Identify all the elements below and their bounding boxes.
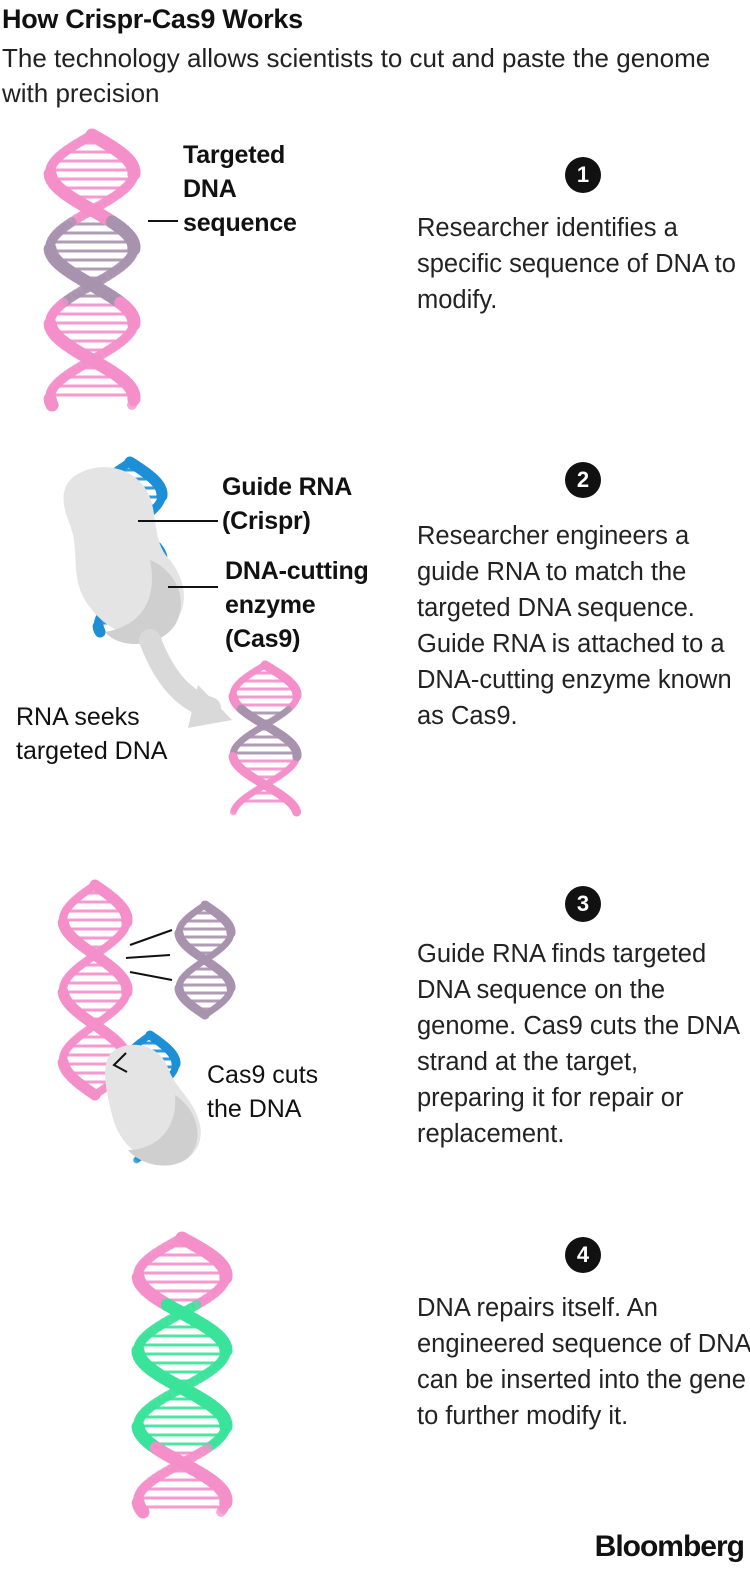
label-guide-rna: Guide RNA (Crispr) [222, 473, 353, 535]
step-2-text: Researcher engineers a guide RNA to matc… [417, 522, 732, 730]
step-1-text: Researcher identifies a specific sequenc… [417, 214, 736, 314]
cut-marks [112, 929, 173, 1073]
dna-fragment-step3 [174, 900, 236, 1020]
label-targeted-dna: Targeted DNA sequence [183, 141, 297, 237]
step-3-text: Guide RNA finds targeted DNA sequence on… [417, 940, 739, 1148]
bloomberg-logo: Bloomberg [594, 1530, 745, 1563]
step-1-badge: 1 [565, 157, 601, 193]
seek-arrow [139, 629, 232, 728]
step-3-badge: 3 [565, 886, 601, 922]
dna-helix-step3-genome [57, 879, 133, 1101]
step-4-badge: 4 [565, 1237, 601, 1273]
label-cas9-cuts: Cas9 cuts the DNA [207, 1061, 319, 1123]
step-4-text: DNA repairs itself. An engineered sequen… [417, 1294, 750, 1430]
label-dna-cutting-enzyme: DNA-cutting enzyme (Cas9) [225, 557, 369, 653]
page-title: How Crispr-Cas9 Works [2, 4, 303, 34]
dna-helix-step1 [43, 128, 141, 412]
label-rna-seeks: RNA seeks targeted DNA [16, 703, 168, 765]
enzyme-blob-step2 [63, 467, 184, 645]
step-2-badge: 2 [565, 462, 601, 498]
leader-lines [138, 220, 218, 588]
dna-helix-step4 [131, 1231, 233, 1519]
dna-helix-step2-small [228, 660, 302, 817]
enzyme-blob-step3 [105, 1044, 201, 1166]
page-subtitle: The technology allows scientists to cut … [2, 43, 711, 108]
